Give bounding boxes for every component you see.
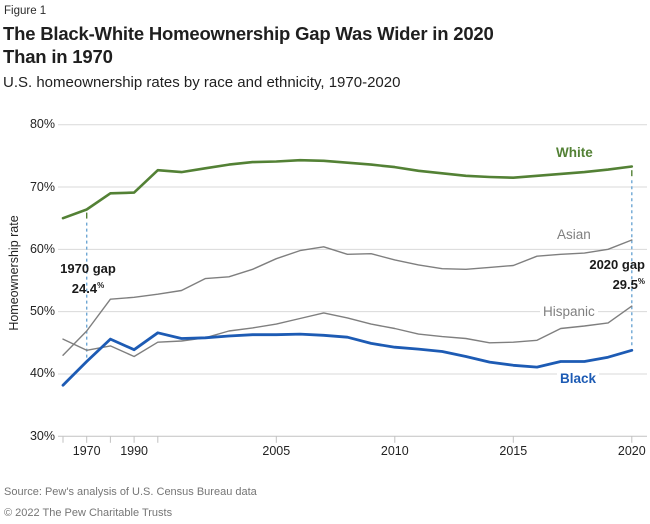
x-tick-label-2010: 2010 (380, 444, 409, 458)
series-label-black: Black (557, 371, 600, 386)
figure-label: Figure 1 (4, 5, 47, 17)
gap-2020-value: 29.5% (612, 276, 645, 292)
x-tick-label-2005: 2005 (262, 444, 291, 458)
x-tick-label-1990: 1990 (120, 444, 148, 458)
series-label-asian: Asian (557, 227, 591, 242)
copyright-note: © 2022 The Pew Charitable Trusts (4, 507, 173, 519)
percent-superscript: % (97, 280, 105, 290)
percent-superscript: % (637, 276, 645, 286)
chart-title-line2: Than in 1970 (3, 46, 113, 67)
gap-1970-value: 24.4% (71, 280, 105, 296)
y-tick-label-80: 80% (29, 117, 55, 132)
chart-title-line1: The Black-White Homeownership Gap Was Wi… (3, 23, 494, 44)
gap-1970-annotation: 1970 gap 24.4% (38, 261, 138, 297)
series-line-asian (62, 239, 633, 356)
y-tick-label-40: 40% (29, 366, 55, 381)
x-tick-label-1970: 1970 (72, 444, 101, 458)
x-tick-label-2015: 2015 (499, 444, 528, 458)
chart-subtitle: U.S. homeownership rates by race and eth… (3, 74, 401, 91)
series-label-hispanic: Hispanic (540, 304, 598, 319)
gap-1970-label: 1970 gap (60, 261, 116, 276)
gap-2020-label: 2020 gap (589, 257, 645, 272)
x-tick-label-2020: 2020 (617, 444, 646, 458)
source-note: Source: Pew's analysis of U.S. Census Bu… (4, 486, 257, 498)
series-line-hispanic (62, 305, 633, 358)
y-tick-label-60: 60% (29, 241, 55, 256)
chart-title: The Black-White Homeownership Gap Was Wi… (3, 22, 494, 68)
y-tick-label-50: 50% (29, 304, 55, 319)
y-tick-label-70: 70% (29, 179, 55, 194)
series-line-black (61, 331, 634, 387)
series-line-white (61, 158, 634, 220)
gap-2020-annotation: 2020 gap 29.5% (545, 257, 645, 293)
series-label-white: White (556, 145, 593, 160)
y-tick-label-30: 30% (29, 428, 55, 443)
